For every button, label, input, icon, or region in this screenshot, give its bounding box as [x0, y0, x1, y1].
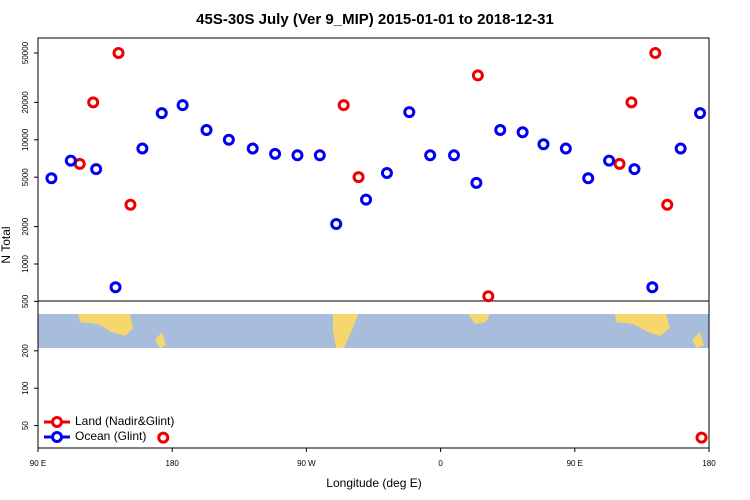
map-band [38, 314, 709, 348]
point [155, 107, 168, 120]
point [559, 142, 572, 155]
point [330, 217, 343, 230]
point [124, 198, 137, 211]
point [582, 172, 595, 185]
point [448, 149, 461, 162]
y-tick-label: 5000 [21, 168, 30, 186]
legend-marker [51, 431, 63, 443]
legend-label: Land (Nadir&Glint) [75, 414, 174, 428]
point [380, 167, 393, 180]
point [424, 149, 437, 162]
point [109, 281, 122, 294]
point [360, 193, 373, 206]
x-axis-title: Longitude (deg E) [326, 476, 421, 490]
point [200, 123, 213, 136]
point [625, 96, 638, 109]
point [403, 106, 416, 119]
x-tick-label: 180 [702, 459, 716, 468]
x-tick-label: 0 [438, 459, 443, 468]
x-tick-label: 90 W [297, 459, 316, 468]
legend-marker [51, 416, 63, 428]
x-tick-label: 90 E [567, 459, 583, 468]
point [90, 163, 103, 176]
point [674, 142, 687, 155]
point [45, 172, 58, 185]
point [516, 126, 529, 139]
point [628, 163, 641, 176]
point [313, 149, 326, 162]
y-tick-label: 500 [21, 294, 30, 308]
point [176, 99, 189, 112]
point [112, 46, 125, 59]
legend-label: Ocean (Glint) [75, 429, 146, 443]
x-tick-label: 90 E [30, 459, 46, 468]
point [246, 142, 259, 155]
y-tick-label: 2000 [21, 217, 30, 235]
point [537, 138, 550, 151]
point [695, 431, 708, 444]
y-tick-label: 200 [21, 344, 30, 358]
point [649, 46, 662, 59]
y-tick-label: 20000 [21, 91, 30, 114]
point [694, 107, 707, 120]
point [471, 69, 484, 82]
point [603, 154, 616, 167]
plot-frame [37, 37, 710, 449]
point [136, 142, 149, 155]
point [64, 154, 77, 167]
point [337, 99, 350, 112]
point [613, 157, 626, 170]
point [482, 290, 495, 303]
x-tick-label: 180 [166, 459, 180, 468]
point [470, 176, 483, 189]
point [157, 431, 170, 444]
point [269, 147, 282, 160]
y-tick-label: 100 [21, 381, 30, 395]
y-tick-label: 50000 [21, 41, 30, 64]
point [291, 149, 304, 162]
point [661, 198, 674, 211]
y-axis-title: N Total [0, 226, 13, 263]
y-tick-label: 50 [21, 421, 30, 430]
point [87, 96, 100, 109]
y-tick-label: 1000 [21, 255, 30, 273]
y-tick-label: 10000 [21, 128, 30, 151]
chart-title: 45S-30S July (Ver 9_MIP) 2015-01-01 to 2… [196, 11, 554, 28]
point [352, 171, 365, 184]
point [494, 123, 507, 136]
point [222, 133, 235, 146]
point [646, 281, 659, 294]
